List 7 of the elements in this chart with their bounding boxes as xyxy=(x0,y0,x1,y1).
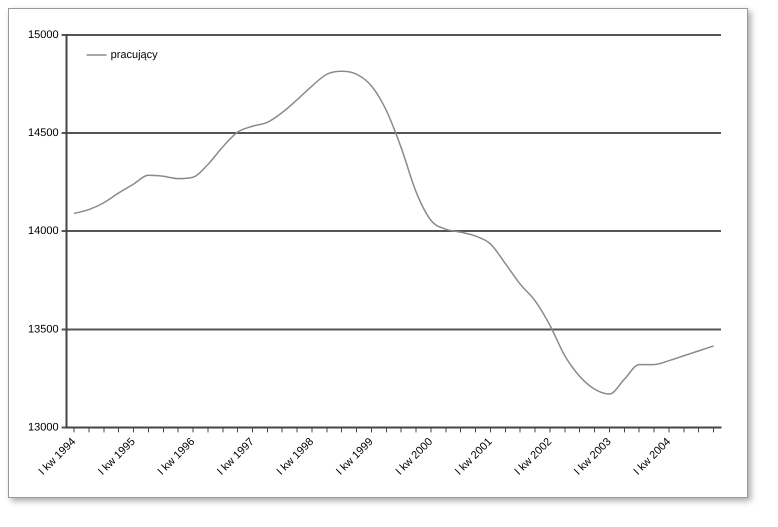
y-tick-label: 14000 xyxy=(28,225,59,238)
y-tick-label: 13500 xyxy=(28,323,59,336)
line-series xyxy=(73,70,714,395)
y-tick-label: 13000 xyxy=(28,421,59,434)
y-tick-label: 15000 xyxy=(28,29,59,42)
y-tick-label: 14500 xyxy=(28,127,59,140)
legend-label: pracujący xyxy=(110,49,158,62)
